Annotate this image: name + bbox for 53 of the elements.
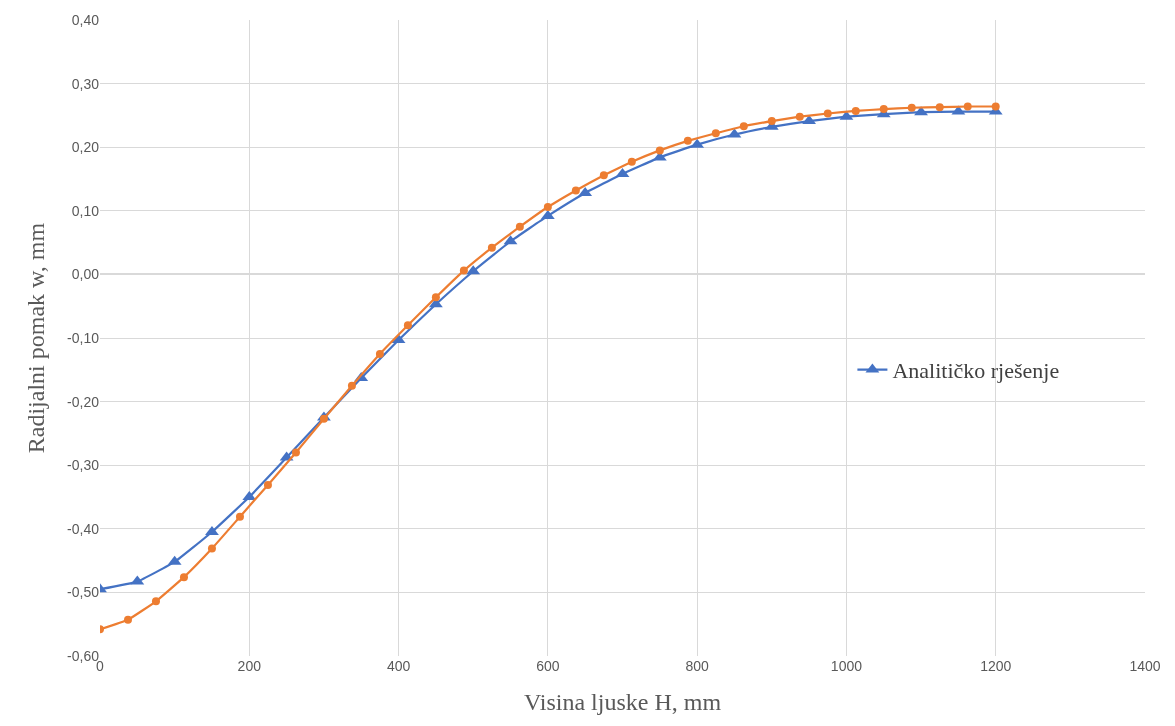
point	[823, 109, 832, 118]
point	[347, 381, 356, 390]
legend-label: Analitičko rješenje	[892, 358, 1060, 384]
y-tick-label: -0,40	[67, 520, 100, 537]
point	[459, 266, 468, 275]
x-tick-label: 200	[237, 658, 262, 674]
point	[123, 615, 132, 624]
point	[683, 136, 692, 145]
point	[291, 448, 300, 457]
point	[205, 525, 219, 535]
y-tick-label: -0,30	[67, 457, 100, 474]
point	[487, 243, 496, 252]
point	[935, 103, 944, 112]
point	[179, 573, 188, 582]
y-tick-label: 0,00	[71, 266, 100, 283]
y-tick-label: 0,40	[71, 11, 100, 28]
y-tick-label: -0,50	[67, 584, 100, 601]
point	[739, 122, 748, 131]
point	[879, 105, 888, 114]
y-tick-label: 0,30	[71, 75, 100, 92]
point	[851, 106, 860, 115]
point	[991, 102, 1000, 111]
y-tick-label: -0,20	[67, 393, 100, 410]
point	[543, 202, 552, 211]
point	[431, 293, 440, 302]
point	[963, 102, 972, 111]
point	[571, 186, 580, 195]
x-tick-label: 600	[536, 658, 560, 674]
y-tick-label: -0,60	[67, 647, 100, 664]
point	[655, 146, 664, 155]
point	[207, 544, 216, 553]
y-tick-label: 0,10	[71, 202, 100, 219]
point	[235, 512, 244, 521]
point	[767, 117, 776, 126]
point	[627, 157, 636, 166]
x-tick-label: 400	[386, 658, 411, 674]
x-tick-label: 800	[685, 658, 710, 674]
point	[795, 112, 804, 121]
y-tick-label: -0,10	[67, 329, 100, 346]
point	[907, 103, 916, 112]
point	[515, 222, 524, 231]
point	[599, 171, 608, 180]
point	[711, 129, 720, 138]
x-axis-title: Visina ljuske H, mm	[523, 689, 722, 716]
point	[403, 321, 412, 330]
x-tick-label: 1200	[980, 658, 1012, 674]
x-tick-label: 1000	[830, 658, 863, 674]
y-tick-label: 0,20	[71, 139, 100, 156]
x-tick-label: 1400	[1129, 658, 1161, 674]
point	[263, 480, 272, 489]
point	[151, 597, 160, 606]
y-axis-title: Radijalni pomak w, mm	[23, 222, 50, 454]
point	[375, 349, 384, 358]
